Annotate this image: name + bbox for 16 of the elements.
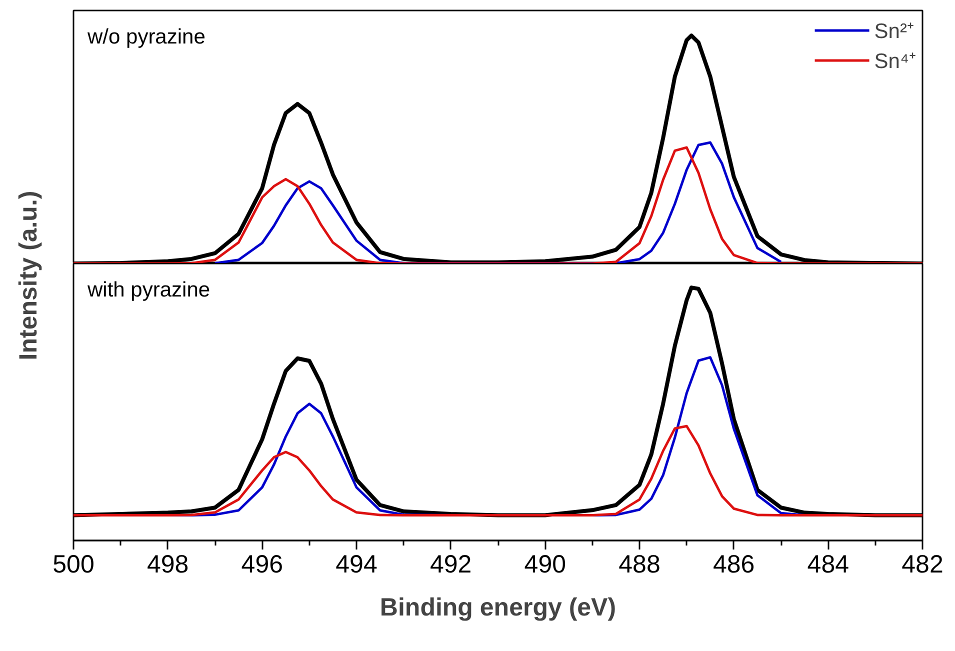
x-tick-label: 490 bbox=[524, 550, 566, 578]
x-axis-title: Binding energy (eV) bbox=[380, 594, 616, 622]
annotation: w/o pyrazine bbox=[86, 26, 206, 48]
x-tick-label: 494 bbox=[336, 550, 378, 578]
annotation: with pyrazine bbox=[86, 278, 210, 302]
x-tick-label: 498 bbox=[146, 550, 189, 578]
legend-label: Sn²⁺ bbox=[874, 19, 914, 44]
x-tick-label: 484 bbox=[807, 550, 850, 578]
y-axis-title: Intensity (a.u.) bbox=[14, 190, 42, 360]
x-tick-label: 496 bbox=[241, 550, 284, 578]
legend-label: Sn⁴⁺ bbox=[874, 49, 916, 74]
x-tick-label: 482 bbox=[902, 550, 944, 578]
x-tick-label: 492 bbox=[430, 550, 472, 578]
x-tick-label: 488 bbox=[618, 550, 660, 578]
x-tick-label: 500 bbox=[52, 550, 94, 578]
x-tick-label: 486 bbox=[712, 550, 755, 578]
